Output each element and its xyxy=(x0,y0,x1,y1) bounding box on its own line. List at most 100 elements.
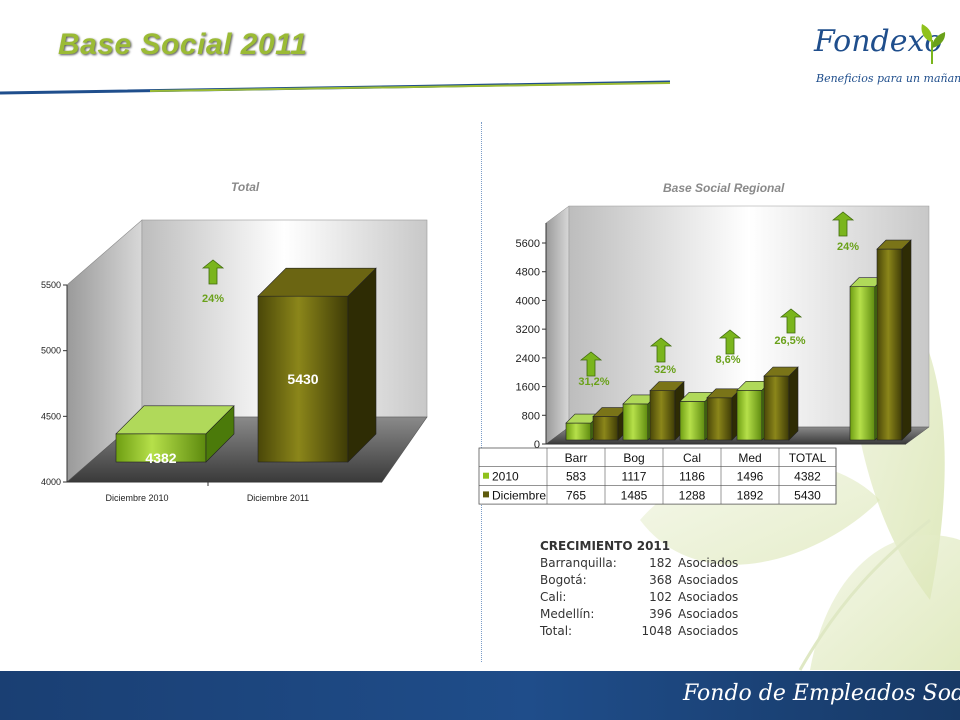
sprout-icon xyxy=(921,24,946,64)
legend-label: 2010 xyxy=(492,470,519,484)
bar-side xyxy=(788,366,799,441)
data-table xyxy=(478,447,837,505)
table-column-header: Bog xyxy=(623,451,644,465)
bar-front xyxy=(257,295,349,463)
growth-arrow-icon xyxy=(718,329,742,355)
table-column-header: TOTAL xyxy=(789,451,827,465)
table-cell: 4382 xyxy=(794,470,821,484)
growth-value: 368 xyxy=(649,573,672,587)
bar-front xyxy=(849,286,876,441)
y-tick-label: 0 xyxy=(534,439,540,451)
growth-unit: Asociados xyxy=(678,624,739,638)
growth-unit: Asociados xyxy=(678,607,739,621)
growth-arrow-icon xyxy=(779,308,803,334)
x-tick-label: Diciembre 2011 xyxy=(247,493,309,503)
panel-divider xyxy=(481,122,482,662)
bar-front xyxy=(115,433,207,463)
growth-value: 1048 xyxy=(641,624,672,638)
growth-annotation: 31,2% xyxy=(578,376,609,388)
bar-data-label: 5430 xyxy=(287,371,318,387)
bar-front xyxy=(736,390,763,441)
logo-name: Fondexo xyxy=(814,24,943,59)
bar-side xyxy=(901,239,912,441)
y-tick-label: 5600 xyxy=(516,238,540,250)
x-tick-label: Diciembre 2010 xyxy=(105,493,168,503)
title-underline xyxy=(0,80,671,95)
growth-city: Cali: xyxy=(540,590,567,604)
growth-row: Medellín: 396 Asociados xyxy=(540,606,738,623)
table-cell: 1892 xyxy=(737,488,764,502)
growth-row: Total: 1048 Asociados xyxy=(540,623,738,640)
growth-unit: Asociados xyxy=(678,573,739,587)
growth-arrow-icon xyxy=(649,337,673,363)
fondexo-logo: Fondexo Beneficios para un mañana xyxy=(808,20,960,100)
growth-annotation: 32% xyxy=(654,364,676,376)
growth-annotation: 24% xyxy=(202,293,224,305)
footer-bar: Fondo de Empleados Sodexo xyxy=(0,671,960,720)
growth-heading: CRECIMIENTO 2011 xyxy=(540,539,671,553)
bar-front xyxy=(763,375,790,441)
y-tick-label: 5000 xyxy=(41,346,61,356)
logo-tagline: Beneficios para un mañana xyxy=(816,72,960,85)
bar xyxy=(649,380,685,441)
table-column-header: Barr xyxy=(565,451,588,465)
growth-city: Bogotá: xyxy=(540,573,587,587)
bar-front xyxy=(592,416,619,441)
bar xyxy=(115,405,235,463)
growth-row: Barranquilla: 182 Asociados xyxy=(540,555,738,572)
y-tick-label: 3200 xyxy=(516,324,540,336)
table-cell: 1485 xyxy=(621,488,648,502)
table-cell: 765 xyxy=(566,488,586,502)
y-tick-label: 800 xyxy=(522,410,540,422)
legend-swatch xyxy=(483,472,489,479)
page-title: Base Social 2011 xyxy=(58,28,308,61)
y-tick-label: 5500 xyxy=(41,280,61,290)
table-cell: 1496 xyxy=(737,470,764,484)
growth-unit: Asociados xyxy=(678,556,739,570)
bar-front xyxy=(876,248,903,441)
y-tick-label: 2400 xyxy=(516,353,540,365)
y-tick-label: 4000 xyxy=(516,295,540,307)
growth-summary: CRECIMIENTO 2011 Barranquilla: 182 Asociad… xyxy=(540,538,738,640)
growth-arrow-icon xyxy=(579,351,603,377)
table-cell: 1186 xyxy=(679,470,705,484)
table-cell: 1288 xyxy=(679,488,706,502)
growth-annotation: 26,5% xyxy=(774,335,805,347)
bar-data-label: 4382 xyxy=(145,450,176,466)
bar xyxy=(592,406,628,441)
y-tick-label: 4500 xyxy=(41,411,61,421)
y-tick-label: 4000 xyxy=(41,477,61,487)
growth-city: Total: xyxy=(540,624,573,638)
table-cell: 583 xyxy=(566,470,586,484)
bar-front xyxy=(679,401,706,441)
bar-front xyxy=(622,403,649,441)
table-column-header: Cal xyxy=(683,451,701,465)
growth-value: 102 xyxy=(649,590,672,604)
bar xyxy=(876,239,912,441)
footer-text: Fondo de Empleados Sodexo xyxy=(683,681,960,706)
bar xyxy=(706,388,742,441)
legend-swatch xyxy=(483,491,489,498)
chart-title-total: Total xyxy=(231,180,260,194)
chart-side-wall xyxy=(545,205,570,445)
bar-front xyxy=(706,397,733,441)
bar-front xyxy=(565,422,592,441)
bar-side xyxy=(205,405,235,463)
bar xyxy=(763,366,799,441)
growth-arrow-icon xyxy=(831,211,855,237)
growth-value: 396 xyxy=(649,607,672,621)
growth-row: Bogotá: 368 Asociados xyxy=(540,572,738,589)
chart-title-regional: Base Social Regional xyxy=(663,181,785,195)
table-cell: 1117 xyxy=(622,470,647,484)
y-tick-label: 4800 xyxy=(516,267,540,279)
bar xyxy=(257,267,377,463)
growth-city: Medellín: xyxy=(540,607,595,621)
growth-arrow-icon xyxy=(201,259,225,285)
growth-city: Barranquilla: xyxy=(540,556,617,570)
growth-value: 182 xyxy=(649,556,672,570)
bar-side xyxy=(347,267,377,463)
y-tick-label: 1600 xyxy=(516,382,540,394)
growth-annotation: 8,6% xyxy=(715,354,740,366)
